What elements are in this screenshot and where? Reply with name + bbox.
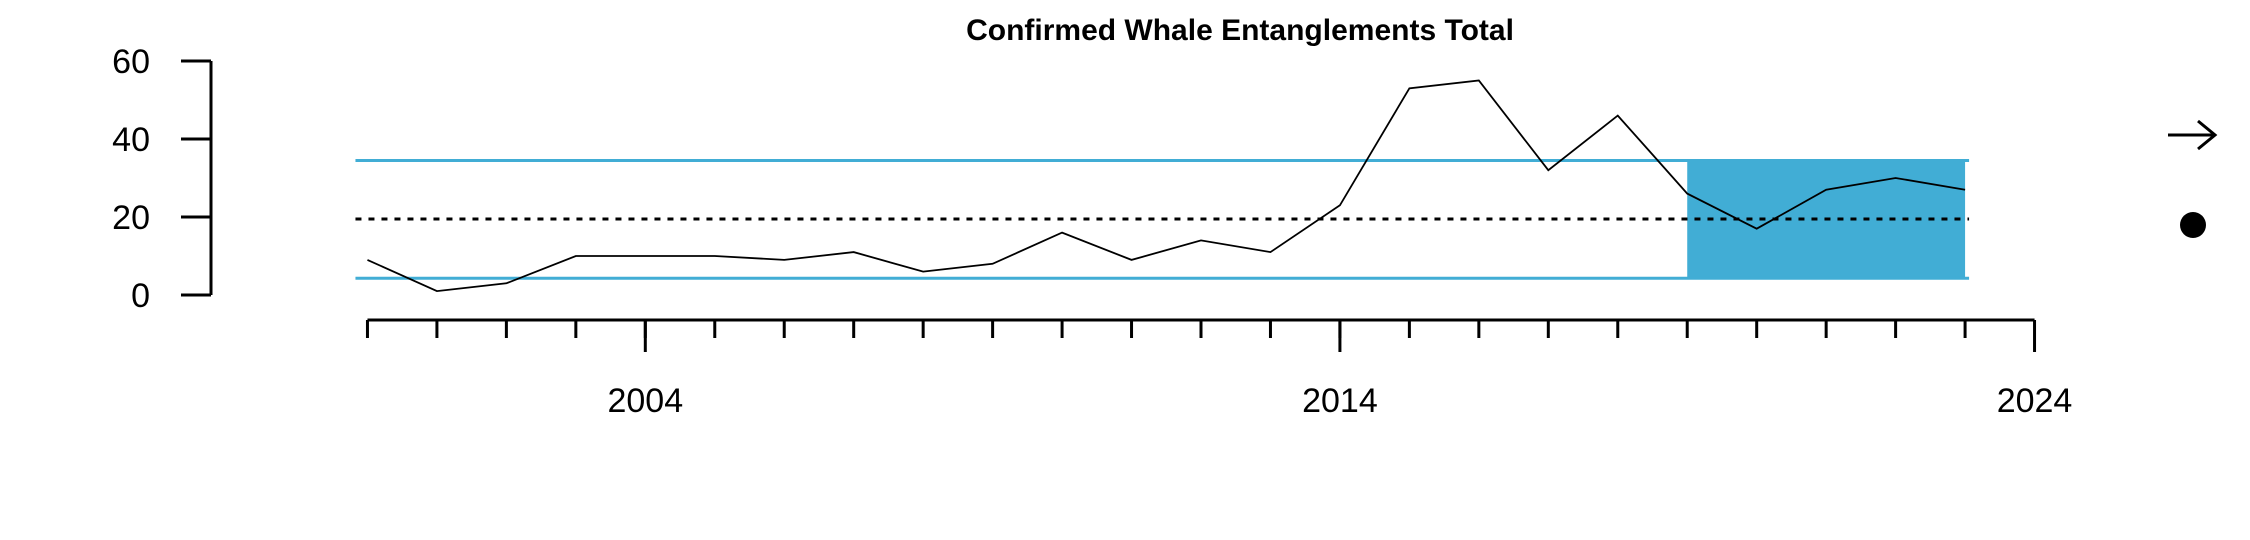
series-layer	[367, 79, 1966, 293]
y-tick-label: 60	[112, 43, 150, 81]
x-tick-label: 2014	[1302, 382, 1378, 420]
x-tick-label: 2004	[607, 382, 683, 420]
arrow-right-icon	[2168, 119, 2218, 151]
series-line	[367, 79, 1966, 293]
y-tick-label: 0	[131, 277, 150, 315]
reference-lines	[355, 158, 1970, 280]
x-tick-label: 2024	[1997, 382, 2073, 420]
y-axis: 0 20 40 60	[112, 43, 213, 315]
y-tick-label: 40	[112, 121, 150, 159]
y-tick-label: 20	[112, 199, 150, 237]
filled-circle-icon	[2180, 212, 2206, 238]
x-axis: 2004 2014 2024	[365, 318, 2073, 420]
chart-title: Confirmed Whale Entanglements Total	[966, 14, 1514, 47]
